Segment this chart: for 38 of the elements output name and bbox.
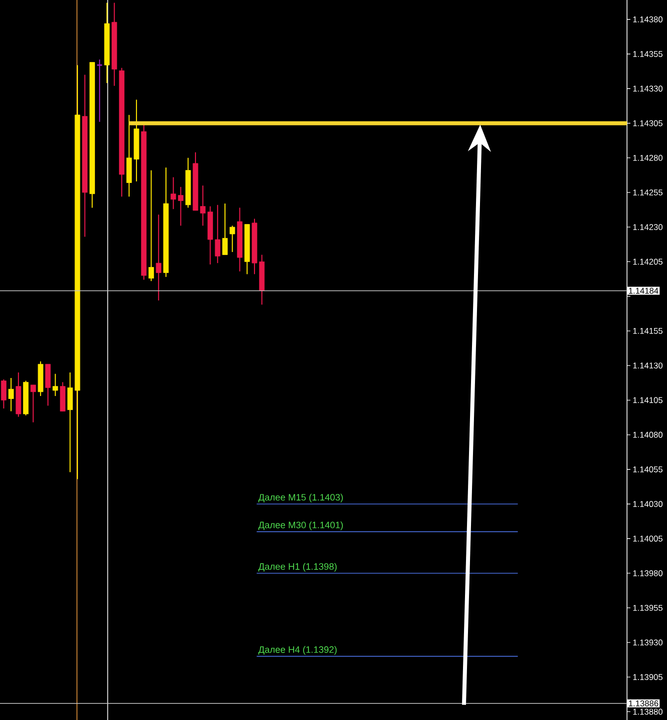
candlestick <box>156 214 162 301</box>
y-tick-label: 1.14380 <box>633 16 663 22</box>
y-tick-label: 1.13980 <box>633 570 663 576</box>
y-tick-label: 1.14105 <box>633 397 662 404</box>
y-tick-label: 1.14155 <box>633 328 662 334</box>
y-tick-label: 1.13930 <box>633 639 663 646</box>
y-tick-label: 1.14205 <box>633 258 662 265</box>
ref-line-label: Далее H4 (1.1392) <box>258 646 337 655</box>
y-tick-label: 1.14030 <box>633 501 663 507</box>
y-tick-label: 1.14080 <box>633 432 663 438</box>
candlestick <box>178 186 184 226</box>
y-tick-label: 1.14055 <box>633 466 662 472</box>
candlestick <box>8 378 14 412</box>
candlestick <box>170 176 176 210</box>
candlestick <box>45 364 51 406</box>
y-tick-label: 1.14130 <box>633 362 663 369</box>
y-tick-label: 1.13955 <box>633 604 662 611</box>
candlestick <box>222 203 228 256</box>
candlestick <box>148 170 154 282</box>
y-tick-label: 1.14255 <box>633 189 662 196</box>
ref-line-label: 1.14184 <box>628 288 658 294</box>
candlestick <box>52 373 58 396</box>
y-tick-label: 1.13905 <box>633 674 662 680</box>
y-tick-label: 1.14355 <box>633 51 662 57</box>
ref-line-label: Далее M30 (1.1401) <box>258 521 343 530</box>
candlestick <box>0 378 6 409</box>
candlestick <box>214 204 220 264</box>
candlestick <box>230 225 236 252</box>
y-tick-label: 1.14330 <box>633 86 663 92</box>
y-tick-label: 1.14230 <box>633 224 663 230</box>
ref-line-label: Далее M15 (1.1403) <box>258 494 343 502</box>
y-tick-label: 1.14005 <box>633 536 662 542</box>
candlestick <box>30 384 36 423</box>
y-tick-label: 1.14305 <box>633 120 662 126</box>
ref-line-label: Далее H1 (1.1398) <box>258 562 337 572</box>
ref-line-label: 1.13886 <box>628 700 658 706</box>
y-tick-label: 1.14280 <box>633 154 663 161</box>
y-tick-label: 1.13880 <box>633 708 663 715</box>
